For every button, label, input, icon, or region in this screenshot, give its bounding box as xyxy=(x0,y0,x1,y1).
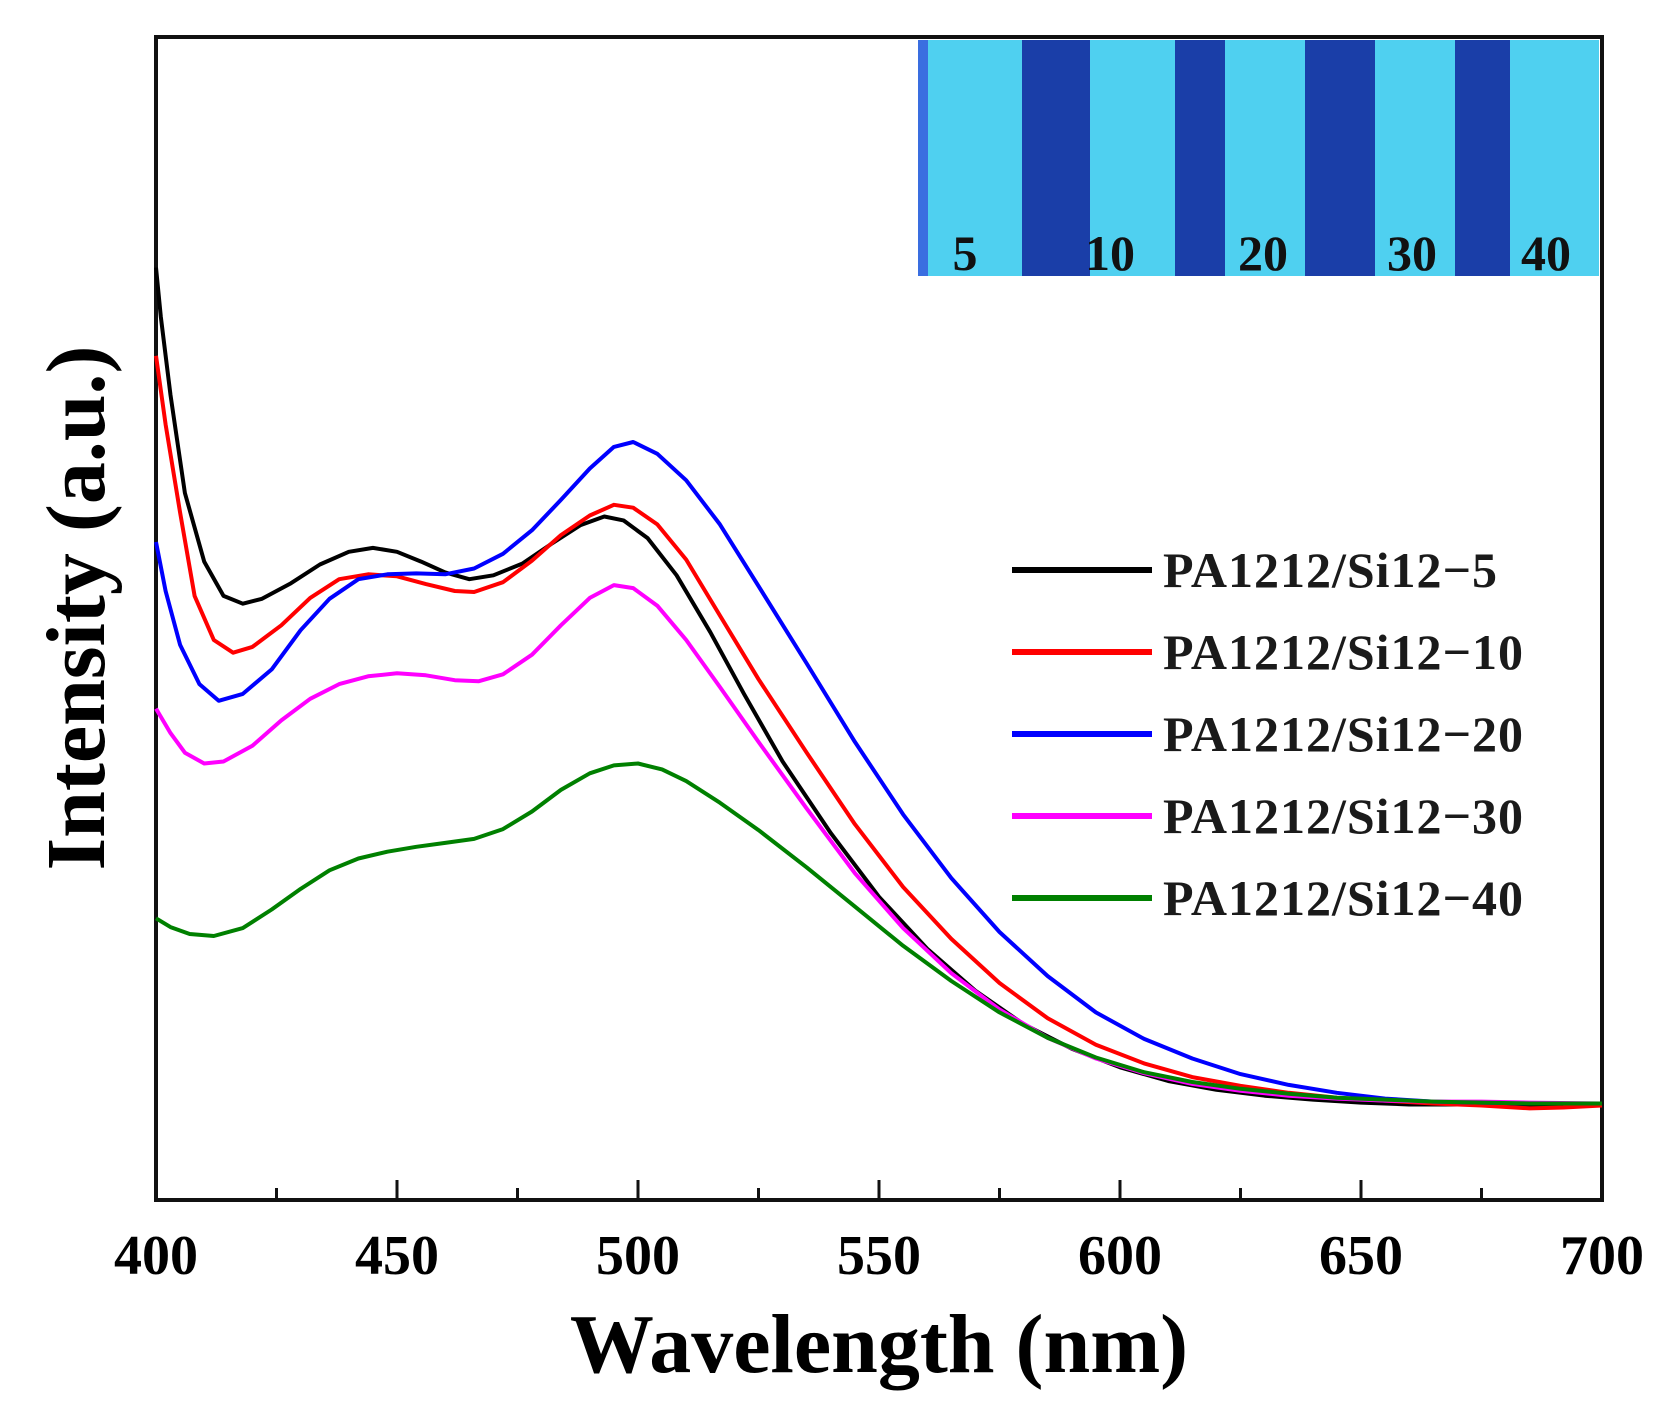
x-tick-label: 650 xyxy=(1319,1225,1403,1287)
legend: PA1212/Si12−5 PA1212/Si12−10 PA1212/Si12−2… xyxy=(1012,542,1524,926)
x-tick-label: 700 xyxy=(1560,1225,1644,1287)
inset-label-10: 10 xyxy=(1085,225,1135,281)
legend-label-3: PA1212/Si12−20 xyxy=(1163,706,1524,762)
x-axis-title: Wavelength (nm) xyxy=(570,1298,1188,1391)
inset-edge xyxy=(918,40,928,276)
inset-label-5: 5 xyxy=(953,225,978,281)
legend-label-5: PA1212/Si12−40 xyxy=(1163,870,1524,926)
inset-photo: 5 10 20 30 40 xyxy=(918,40,1599,281)
inset-label-40: 40 xyxy=(1521,225,1571,281)
legend-label-4: PA1212/Si12−30 xyxy=(1163,788,1524,844)
series-line-3 xyxy=(154,440,1602,1106)
y-axis-title: Intensity (a.u.) xyxy=(30,345,123,870)
inset-label-20: 20 xyxy=(1238,225,1288,281)
legend-label-2: PA1212/Si12−10 xyxy=(1163,624,1524,680)
x-tick-label: 400 xyxy=(114,1225,198,1287)
x-tick-label: 550 xyxy=(837,1225,921,1287)
inset-gap-3 xyxy=(1305,40,1375,276)
inset-gap-4 xyxy=(1455,40,1510,276)
series-line-1 xyxy=(154,267,1603,1108)
inset-gap-1 xyxy=(1022,40,1090,276)
x-ticks: 400 450 500 550 600 650 700 xyxy=(114,1180,1644,1287)
series-layer xyxy=(154,267,1603,1111)
inset-label-30: 30 xyxy=(1387,225,1437,281)
x-tick-label: 450 xyxy=(355,1225,439,1287)
inset-gap-2 xyxy=(1175,40,1225,276)
x-tick-label: 600 xyxy=(1078,1225,1162,1287)
legend-label-1: PA1212/Si12−5 xyxy=(1163,542,1498,598)
x-tick-label: 500 xyxy=(596,1225,680,1287)
series-line-5 xyxy=(154,761,1602,1106)
